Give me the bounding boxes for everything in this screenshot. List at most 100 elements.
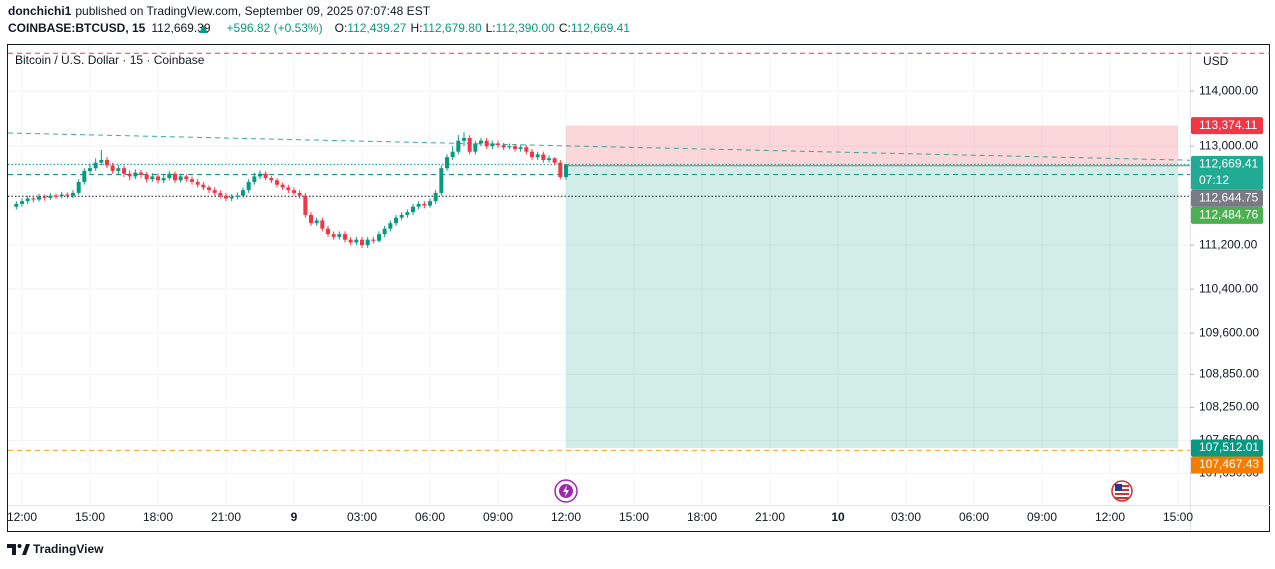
candle-body (439, 168, 444, 193)
y-tick-label: 110,400.00 (1199, 281, 1258, 295)
brand: TradingView (33, 542, 104, 556)
candle-body (122, 168, 126, 174)
candle-body (479, 140, 483, 144)
x-tick-label: 10 (831, 510, 845, 524)
candle-body (246, 181, 251, 191)
candle-body (530, 151, 534, 158)
candle-body (37, 196, 41, 200)
candle-body (178, 176, 183, 181)
candle-body (201, 184, 206, 188)
candle-body (31, 198, 36, 200)
candle-body (133, 172, 138, 177)
candle-body (496, 143, 500, 146)
author-name: donchichi1 (8, 4, 72, 18)
candle-body (360, 239, 364, 246)
x-tick-label: 15:00 (619, 510, 649, 524)
candle-body (382, 228, 387, 235)
candle-body (286, 187, 291, 191)
axes: 114,000.00 113,000.00 111,200.00 110,400.00… (7, 83, 1263, 524)
trend-line (7, 132, 1191, 161)
price-badge (1191, 456, 1263, 474)
ohlc-value: 112,390.00 (496, 21, 555, 35)
candle-body (150, 176, 155, 180)
candle-body (269, 178, 274, 181)
candle-body (416, 203, 421, 207)
candle-body (388, 223, 393, 229)
price-badge (1191, 439, 1263, 457)
x-tick-label: 15:00 (1163, 510, 1193, 524)
candle-body (377, 234, 381, 241)
ohlc: O:112,439.27 H:112,679.80 L:112,390.00 C:11… (335, 21, 631, 35)
candle-body (144, 174, 149, 180)
candle-body (184, 176, 189, 180)
x-tick-label: 9 (291, 510, 298, 524)
x-tick-label: 18:00 (143, 510, 173, 524)
candle-body (462, 137, 466, 141)
candle-body (433, 192, 438, 202)
y-tick-label: 109,600.00 (1199, 325, 1259, 339)
x-tick-label: 15:00 (75, 510, 105, 524)
chart-title: Bitcoin / U.S. Dollar · 15 · Coinbase (15, 53, 205, 67)
candle-body (558, 162, 563, 178)
candle-body (422, 203, 427, 206)
candle-body (365, 239, 370, 246)
candle-body (309, 214, 313, 224)
candle-body (173, 173, 177, 181)
candle-body (371, 239, 376, 241)
y-tick-label: 113,000.00 (1199, 138, 1258, 152)
candle-body (513, 146, 517, 149)
candle-body (263, 173, 268, 179)
x-tick-label: 09:00 (483, 510, 513, 524)
x-tick-label: 09:00 (1027, 510, 1057, 524)
price-badge (1191, 189, 1263, 207)
candle-body (76, 181, 81, 193)
price-badge (1191, 117, 1263, 135)
flag-icon (1111, 480, 1133, 502)
candle-body (541, 154, 546, 160)
candle-body (161, 178, 166, 181)
candle-body (65, 194, 70, 196)
x-tick-label: 12:00 (551, 510, 581, 524)
chart-frame (7, 44, 1270, 532)
candle-body (99, 159, 104, 163)
y-tick-label: 108,850.00 (1199, 367, 1259, 381)
candle-body (314, 220, 319, 224)
author: donchichi1 published on TradingView.com, … (8, 4, 431, 18)
candle-body (235, 195, 240, 197)
candle-body (507, 146, 512, 148)
price-badge-label: 113,374.11 (1199, 118, 1258, 132)
candle-body (275, 180, 279, 185)
candle-body (25, 198, 30, 202)
candle-body (297, 192, 302, 196)
candle-body (139, 172, 143, 175)
grid (8, 45, 1190, 505)
symbol: COINBASE:BTCUSD, 15 (8, 21, 146, 35)
candle-body (292, 190, 296, 193)
candle-body (343, 234, 347, 240)
ohlc-value: 112,669.41 (571, 21, 630, 35)
x-tick-label: 21:00 (755, 510, 785, 524)
candle-body (535, 154, 540, 158)
candle-body (258, 173, 262, 177)
candle-body (218, 192, 223, 196)
candle-body (195, 181, 200, 185)
candle-body (82, 170, 87, 182)
candle-body (490, 143, 495, 147)
candle-body (405, 212, 410, 215)
candle-body (399, 214, 404, 218)
price-badge-label: 107,467.43 (1199, 457, 1259, 471)
candle-body (20, 201, 24, 204)
ohlc-key: O: (335, 21, 348, 35)
last-price: 112,669.39 (151, 21, 210, 35)
candle-body (156, 176, 160, 181)
candle-body (354, 239, 359, 243)
candle-body (456, 140, 461, 152)
candle-body (88, 168, 92, 171)
price-badge-label: 112,669.41 (1199, 157, 1258, 171)
candle-body (303, 195, 308, 215)
candle-body (547, 158, 551, 160)
candle-body (467, 137, 472, 152)
published: published on TradingView.com, September … (75, 4, 430, 18)
